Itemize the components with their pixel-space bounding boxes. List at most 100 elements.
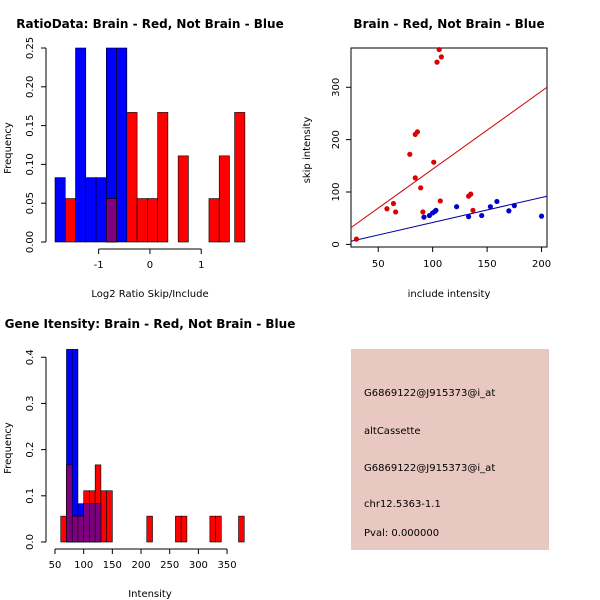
scatter-point-brain [468,191,474,197]
info-panel: G6869122@J915373@i_at altCassette G68691… [351,349,549,550]
y-tick-label: 0.2 [25,442,36,458]
x-tick-label: 150 [478,259,497,270]
scatter-point-brain [431,159,437,165]
histogram-bar-overlap [89,503,96,543]
x-tick-label: 100 [423,259,442,270]
ratio-histogram-axes: -1 0 1 0.00 0.05 0.10 0.15 0.20 0.25 [25,37,204,271]
histogram-bar-brain [147,198,158,243]
histogram-bar-not-brain [95,177,107,243]
y-tick-label: 0.0 [25,534,36,550]
scatter-axes: 50 100 150 200 0 100 200 300 [331,78,551,270]
x-tick-label: -1 [94,260,104,271]
histogram-bar-brain [218,155,230,243]
scatter-title: Brain - Red, Not Brain - Blue [353,17,544,31]
histogram-bar-not-brain [75,47,87,243]
scatter-plot-box [350,47,548,248]
x-tick-label: 300 [189,560,208,571]
info-probe-id: G6869122@J915373@i_at [364,388,495,399]
y-tick-label: 0.25 [25,37,36,59]
histogram-bar-brain [209,515,216,543]
histogram-bar-brain [126,112,138,243]
scatter-point-brain [470,207,476,213]
intensity-scatter: Brain - Red, Not Brain - Blue include in… [302,17,551,300]
gene-histogram-axes: 50 100 150 200 250 300 350 0.0 0.1 0.2 0.3 0.4 [25,349,237,571]
histogram-bar-brain [106,490,113,543]
histogram-bar-brain [215,515,222,543]
histogram-bar-overlap [71,515,79,543]
ratio-histogram-title: RatioData: Brain - Red, Not Brain - Blue [16,17,283,31]
scatter-point-brain [390,200,397,207]
scatter-point-brain [436,46,442,53]
histogram-bar-brain [234,112,246,243]
info-location: chr12.5363-1.1 [364,499,441,510]
scatter-point-brain [414,129,421,135]
histogram-bar-not-brain [116,47,128,243]
scatter-point-not-brain [506,208,512,214]
histogram-bar-brain [180,515,188,543]
ratio-histogram-bars [54,47,246,243]
histogram-bar-overlap [94,503,102,543]
scatter-marks [350,46,548,242]
y-tick-label: 0.20 [25,76,36,98]
ratio-histogram-ylabel: Frequency [3,122,14,174]
scatter-point-not-brain [494,198,500,205]
x-tick-label: 0 [147,260,153,271]
scatter-point-not-brain [538,213,545,219]
scatter-point-not-brain [421,214,427,220]
histogram-bar-brain [157,112,169,243]
scatter-point-brain [418,185,424,191]
x-tick-label: 1 [198,260,204,271]
ratio-histogram: RatioData: Brain - Red, Not Brain - Blue… [3,17,284,300]
scatter-point-not-brain [454,204,460,210]
scatter-point-brain [393,209,399,215]
scatter-point-brain [384,206,390,212]
y-tick-label: 0.05 [25,192,36,214]
histogram-bar-overlap [106,198,117,243]
x-tick-label: 50 [372,259,385,270]
y-tick-label: 100 [331,182,342,201]
gene-histogram-bars [60,349,245,543]
histogram-bar-brain [177,155,189,243]
histogram-bar-overlap [77,515,84,543]
x-tick-label: 200 [532,259,551,270]
x-tick-label: 150 [103,560,122,571]
histogram-bar-overlap [83,503,90,543]
info-event-type: altCassette [364,426,421,437]
histogram-bar-brain [64,198,76,243]
y-tick-label: 300 [331,78,342,97]
x-tick-label: 350 [218,560,237,571]
scatter-point-brain [438,54,444,60]
histogram-bar-not-brain [85,177,97,243]
y-tick-label: 0.00 [25,231,36,253]
scatter-point-brain [434,59,440,65]
info-pval: Pval: 0.000000 [364,528,439,539]
regression-line-not-brain [350,195,548,242]
histogram-bar-brain [208,198,220,243]
scatter-xlabel: include intensity [408,289,491,300]
scatter-point-brain [353,236,360,242]
scatter-point-not-brain [466,214,472,220]
gene-histogram-ylabel: Frequency [3,422,14,474]
scatter-point-brain [407,151,413,157]
histogram-bar-brain [136,198,148,243]
x-tick-label: 50 [49,560,62,571]
x-tick-label: 200 [131,560,150,571]
histogram-bar-not-brain [71,349,79,543]
y-tick-label: 0.4 [25,349,36,365]
histogram-bar-brain [175,515,182,543]
histogram-bar-brain [146,515,153,543]
y-tick-label: 200 [331,130,342,149]
scatter-point-brain [437,198,443,204]
scatter-point-not-brain [511,203,517,209]
histogram-bar-not-brain [54,177,66,243]
scatter-point-brain [420,209,426,215]
histogram-bar-overlap [66,464,73,543]
scatter-point-not-brain [479,212,485,219]
gene-histogram-title: Gene Itensity: Brain - Red, Not Brain - … [5,317,296,331]
info-panel-background [351,349,549,550]
info-probe-id-2: G6869122@J915373@i_at [364,463,495,474]
y-tick-label: 0.10 [25,153,36,175]
gene-histogram-xlabel: Intensity [128,589,172,600]
y-tick-label: 0.1 [25,488,36,504]
